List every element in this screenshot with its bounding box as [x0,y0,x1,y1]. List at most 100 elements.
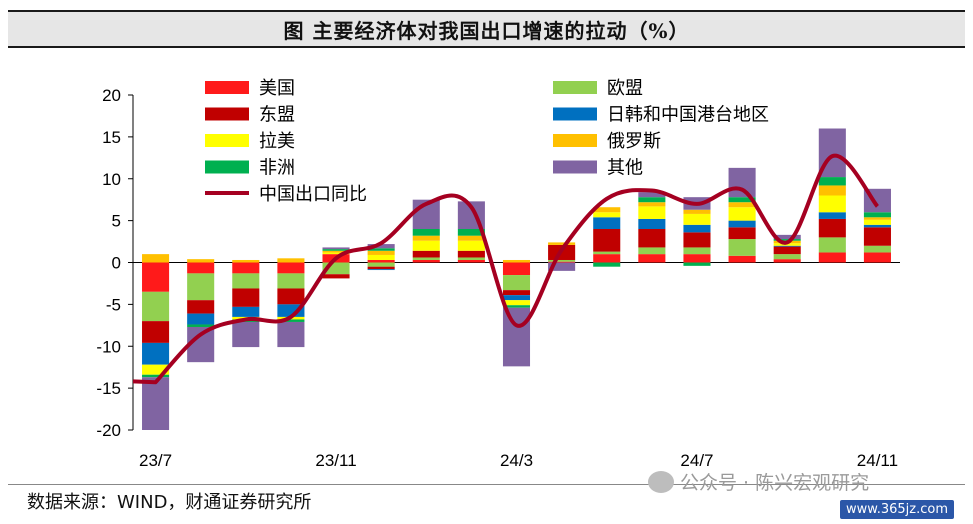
bar-segment [818,177,846,186]
y-tick-label: 10 [102,170,121,189]
bar-segment [502,262,531,276]
legend-label: 东盟 [259,105,295,126]
bar-segment [457,259,485,263]
bar-segment [412,250,440,258]
bar-segment [683,213,711,225]
x-tick-label: 23/11 [315,451,356,470]
chart-title-bar: 图 主要经济体对我国出口增速的拉动（%） [8,10,965,48]
bar-segment [818,237,846,253]
bar-segment [638,254,666,263]
bar-segment [142,291,170,322]
x-tick-label: 24/7 [680,451,713,470]
bar-segment [728,167,756,198]
bar-segment [277,273,305,289]
bar-segment [457,257,485,260]
legend-swatch [553,134,597,147]
y-tick-label: -20 [96,421,121,440]
bar-segment [412,257,440,260]
bar-segment [818,195,846,213]
bar-segment [773,246,801,255]
bar-segment [457,229,485,236]
bar-segment [232,273,260,289]
watermark: 公众号 · 陈兴宏观研究 [648,468,869,495]
bar-segment [502,259,531,263]
bar-segment [322,252,350,255]
bar-segment [277,288,305,305]
bar-segment [818,218,846,238]
bar-segment [593,212,621,218]
legend-label: 拉美 [259,131,295,152]
bar-segment [773,259,801,263]
legend-swatch [205,81,249,94]
legend-label: 非洲 [259,158,295,179]
y-tick-label: 5 [112,212,121,231]
bar-segment [863,217,891,220]
export-growth-line-path [132,154,880,385]
bar-segment [638,229,666,248]
bar-segment [728,207,756,221]
legend-swatch [205,160,249,174]
bar-segment [277,262,305,274]
bar-segment [142,342,170,365]
bar-segment [322,262,350,275]
bar-segment [187,259,215,263]
bar-segment [142,364,170,375]
legend-label: 日韩和中国港台地区 [607,105,769,126]
bar-segment [773,245,801,247]
bar-segment [187,300,215,314]
bar-segment [412,240,440,251]
watermark-text: 公众号 · 陈兴宏观研究 [680,472,870,494]
legend-swatch [205,107,249,121]
bar-segment [548,261,576,263]
bar-segment [457,235,485,241]
bar-segment [502,275,531,291]
bar-segment [593,217,621,229]
divider [8,484,965,485]
bar-segment [502,307,531,367]
bar-segment [322,274,350,279]
bar-segment [367,244,395,249]
legend-label: 欧盟 [607,78,643,99]
bar-segment [502,300,531,306]
stacked-bars [142,128,891,430]
bar-segment [818,185,846,196]
y-tick-label: 0 [112,254,121,273]
bar-segment [187,324,215,327]
bar-segment [683,247,711,255]
bar-segment [863,227,891,246]
x-tick-label: 24/3 [500,451,533,470]
bar-segment [277,258,305,263]
y-tick-label: -5 [106,295,121,314]
x-tick-label: 24/11 [857,451,898,470]
legend-swatch [205,134,249,147]
bar-segment [863,219,891,225]
bar-segment [548,262,576,271]
legend-swatch [553,160,597,174]
bar-segment [638,192,666,198]
bar-segment [232,262,260,274]
bar-segment [548,259,576,262]
bar-segment [593,262,621,267]
legend-label: 俄罗斯 [607,131,661,152]
bar-segment [142,374,170,378]
bar-segment [367,250,395,255]
bar-segment [593,229,621,252]
bar-segment [502,295,531,301]
bar-segment [142,321,170,343]
y-tick-label: -15 [96,379,121,398]
bar-segment [638,218,666,229]
bar-segment [638,202,666,207]
bar-segment [773,254,801,260]
bar-segment [728,239,756,256]
bar-segment [367,259,395,263]
bar-segment [412,235,440,241]
bar-segment [232,288,260,307]
bar-segment [367,254,395,260]
bar-segment [683,254,711,263]
legend-swatch [553,81,597,94]
bar-segment [367,266,395,270]
bar-segment [232,306,260,317]
bar-segment [142,262,170,292]
y-tick-label: 20 [102,86,121,105]
